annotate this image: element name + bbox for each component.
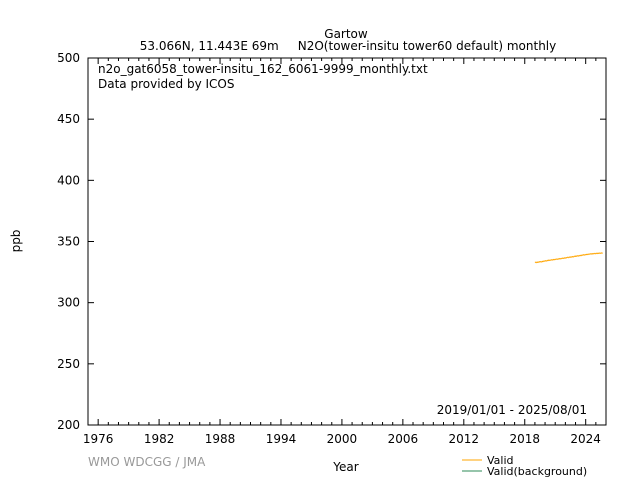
y-tick-label: 250: [57, 357, 80, 371]
y-axis-label: ppb: [9, 230, 23, 253]
y-tick-label: 350: [57, 235, 80, 249]
x-tick-label: 1994: [266, 432, 297, 446]
file-name-annotation: n2o_gat6058_tower-insitu_162_6061-9999_m…: [98, 62, 428, 76]
legend-valid-label: Valid: [487, 454, 514, 467]
x-tick-label: 2006: [388, 432, 419, 446]
x-tick-label: 1988: [205, 432, 236, 446]
date-range-annotation: 2019/01/01 - 2025/08/01: [437, 403, 587, 417]
y-tick-label: 450: [57, 112, 80, 126]
y-tick-label: 500: [57, 51, 80, 65]
y-tick-label: 400: [57, 173, 80, 187]
x-tick-label: 2012: [449, 432, 480, 446]
provider-annotation: Data provided by ICOS: [98, 77, 234, 91]
y-tick-label: 300: [57, 296, 80, 310]
chart-title: Gartow: [324, 27, 368, 41]
x-tick-label: 2024: [570, 432, 601, 446]
credit-text: WMO WDCGG / JMA: [88, 455, 206, 469]
chart-subtitle: 53.066N, 11.443E 69m N2O(tower-insitu to…: [140, 39, 557, 53]
plot-frame: [87, 57, 607, 426]
x-tick-label: 2018: [509, 432, 540, 446]
x-axis-label: Year: [332, 460, 358, 474]
x-tick-label: 2000: [327, 432, 358, 446]
y-tick-label: 200: [57, 418, 80, 432]
legend-background-label: Valid(background): [487, 465, 587, 478]
x-tick-label: 1982: [144, 432, 175, 446]
x-tick-label: 1976: [83, 432, 114, 446]
